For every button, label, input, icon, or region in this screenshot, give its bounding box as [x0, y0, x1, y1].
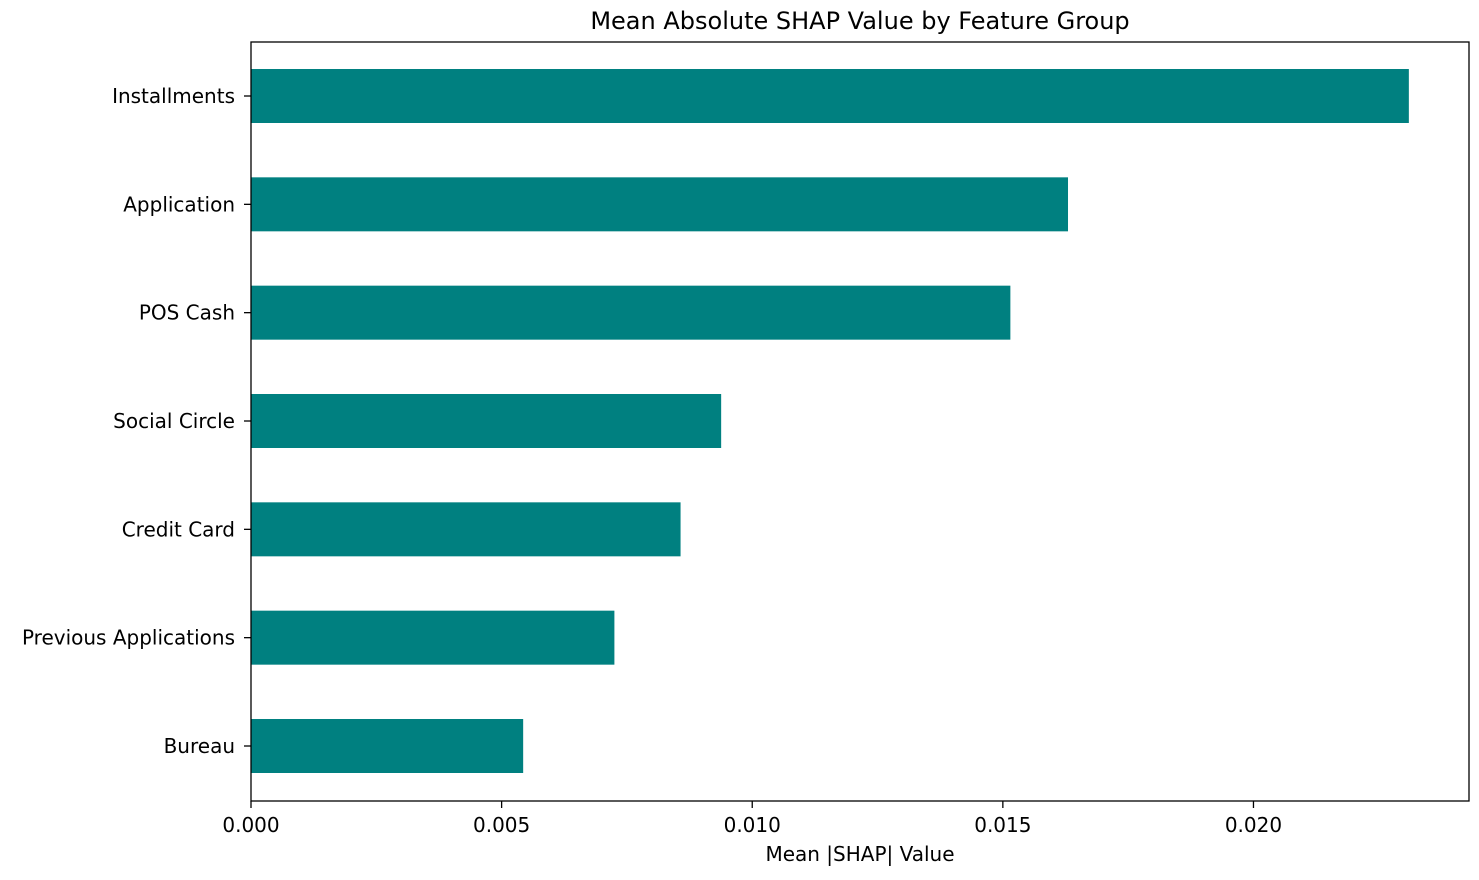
bar-installments: [251, 69, 1409, 123]
y-axis: Installments Application POS Cash Social Ci…: [22, 84, 251, 758]
y-tick-label: Previous Applications: [22, 626, 235, 650]
chart-title: Mean Absolute SHAP Value by Feature Grou…: [590, 7, 1129, 35]
y-tick-label: POS Cash: [139, 301, 235, 325]
plot-frame: [250, 41, 1470, 802]
x-tick-label: 0.005: [473, 813, 530, 837]
x-axis: 0.000 0.005 0.010 0.015 0.020: [222, 801, 1282, 837]
bar-previous-applications: [251, 610, 615, 665]
bar-social-circle: [251, 394, 722, 448]
bar-application: [251, 177, 1069, 232]
y-tick-label: Credit Card: [122, 517, 235, 541]
bar-pos-cash: [251, 285, 1011, 340]
y-tick-label: Bureau: [164, 734, 235, 758]
y-tick-label: Installments: [112, 84, 235, 108]
bar-bureau: [251, 719, 524, 773]
bar-group: [251, 69, 1409, 773]
x-tick-label: 0.015: [974, 813, 1031, 837]
x-axis-label: Mean |SHAP| Value: [765, 842, 954, 866]
x-tick-label: 0.020: [1225, 813, 1282, 837]
x-tick-label: 0.000: [222, 813, 279, 837]
bar-credit-card: [251, 502, 681, 557]
y-tick-label: Social Circle: [113, 409, 235, 433]
y-tick-label: Application: [123, 192, 235, 216]
x-tick-label: 0.010: [724, 813, 781, 837]
